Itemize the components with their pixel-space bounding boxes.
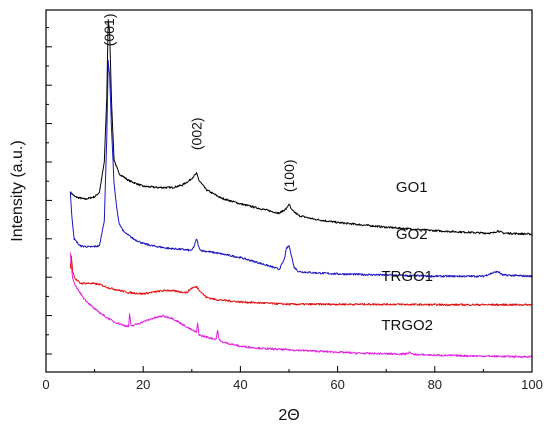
- ticks-layer: 0 20 40 60 80 100: [42, 27, 543, 392]
- x-tick-label: 60: [330, 377, 344, 392]
- x-axis-title: 2Θ: [278, 407, 299, 424]
- peak-annotation: (002): [189, 117, 205, 150]
- peak-annotation: (100): [281, 159, 297, 192]
- peak-annotation: (001): [101, 14, 117, 47]
- series-line-go2: [69, 60, 533, 278]
- series-line-go1: [69, 19, 533, 236]
- series-label-trgo2: TRGO2: [381, 317, 433, 334]
- series-label-go2: GO2: [396, 226, 428, 243]
- y-axis-title: Intensity (a.u.): [9, 140, 26, 241]
- series-line-trgo1: [69, 255, 533, 307]
- x-tick-label: 40: [233, 377, 247, 392]
- series-line-trgo2: [69, 252, 533, 359]
- x-tick-label: 0: [42, 377, 49, 392]
- x-tick-label: 80: [428, 377, 442, 392]
- series-label-go1: GO1: [396, 179, 428, 196]
- series-label-trgo1: TRGO1: [381, 268, 433, 285]
- labels-layer: GO1 GO2 TRGO1 TRGO2 (001) (002) (100): [101, 14, 433, 334]
- x-tick-label: 20: [136, 377, 150, 392]
- x-tick-label: 100: [521, 377, 543, 392]
- series-layer: [69, 19, 533, 359]
